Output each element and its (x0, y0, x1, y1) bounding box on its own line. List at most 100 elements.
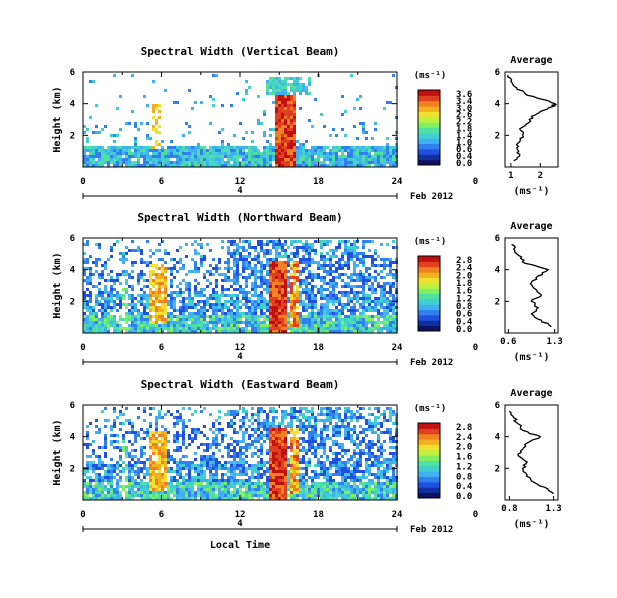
heatmap-cell (254, 327, 257, 330)
heatmap-cell (371, 291, 374, 294)
heatmap-cell (167, 155, 170, 158)
heatmap-cell (254, 303, 257, 306)
heatmap-cell (191, 321, 194, 324)
heatmap-cell (233, 458, 236, 461)
heatmap-cell (119, 152, 122, 155)
heatmap-cell (194, 327, 197, 330)
heatmap-cell (272, 291, 275, 294)
heatmap-cell (89, 294, 92, 297)
x-tick-label: 0 (80, 343, 85, 353)
heatmap-cell (212, 488, 215, 491)
heatmap-cell (176, 473, 179, 476)
heatmap-cell (287, 77, 290, 80)
heatmap-cell (266, 303, 269, 306)
heatmap-cell (227, 491, 230, 494)
heatmap-cell (284, 131, 287, 134)
x-tick-label: 24 (392, 343, 403, 353)
heatmap-cell (302, 306, 305, 309)
heatmap-cell (251, 294, 254, 297)
heatmap-cell (236, 276, 239, 279)
heatmap-cell (101, 164, 104, 167)
heatmap-cell (107, 294, 110, 297)
heatmap-cell (314, 440, 317, 443)
heatmap-cell (233, 464, 236, 467)
heatmap-cell (206, 164, 209, 167)
heatmap-cell (143, 164, 146, 167)
heatmap-cell (206, 458, 209, 461)
heatmap-cell (179, 467, 182, 470)
heatmap-cell (299, 407, 302, 410)
heatmap-cell (260, 267, 263, 270)
heatmap-cell (119, 146, 122, 149)
heatmap-cell (152, 282, 155, 285)
heatmap-cell (155, 416, 158, 419)
heatmap-cell (278, 309, 281, 312)
heatmap-cell (200, 482, 203, 485)
heatmap-cell (164, 449, 167, 452)
heatmap-cell (131, 312, 134, 315)
y-axis-label: Height (km) (51, 252, 63, 318)
heatmap-cell (149, 276, 152, 279)
heatmap-cell (125, 419, 128, 422)
heatmap-cell (380, 303, 383, 306)
colorbar-tick-label: 1.6 (456, 287, 472, 297)
heatmap-cell (308, 443, 311, 446)
heatmap-cell (359, 261, 362, 264)
heatmap-cell (272, 83, 275, 86)
heatmap-cell (260, 164, 263, 167)
heatmap-cell (233, 312, 236, 315)
heatmap-cell (245, 321, 248, 324)
heatmap-cell (143, 461, 146, 464)
avg-y-tick-label: 4 (495, 266, 501, 276)
heatmap-cell (164, 149, 167, 152)
heatmap-cell (173, 440, 176, 443)
heatmap-cell (287, 315, 290, 318)
heatmap-cell (203, 473, 206, 476)
heatmap-cell (125, 431, 128, 434)
heatmap-cell (209, 461, 212, 464)
heatmap-cell (113, 330, 116, 333)
heatmap-cell (185, 425, 188, 428)
heatmap-cell (290, 125, 293, 128)
heatmap-cell (290, 152, 293, 155)
heatmap-cell (260, 461, 263, 464)
heatmap-cell (155, 476, 158, 479)
heatmap-cell (86, 140, 89, 143)
heatmap-cell (278, 267, 281, 270)
heatmap-cell (176, 270, 179, 273)
heatmap-cell (290, 491, 293, 494)
heatmap-cell (323, 476, 326, 479)
heatmap-cell (305, 303, 308, 306)
heatmap-cell (323, 330, 326, 333)
heatmap-cell (227, 155, 230, 158)
heatmap-cell (296, 158, 299, 161)
heatmap-cell (392, 276, 395, 279)
heatmap-cell (338, 416, 341, 419)
heatmap-cell (338, 303, 341, 306)
heatmap-cell (179, 461, 182, 464)
heatmap-cell (272, 410, 275, 413)
heatmap-cell (119, 252, 122, 255)
heatmap-cell (281, 249, 284, 252)
heatmap-cell (257, 158, 260, 161)
heatmap-cell (281, 279, 284, 282)
heatmap-cell (242, 303, 245, 306)
heatmap-cell (95, 294, 98, 297)
heatmap-cell (278, 422, 281, 425)
heatmap-cell (359, 158, 362, 161)
heatmap-cell (251, 306, 254, 309)
heatmap-cell (161, 291, 164, 294)
heatmap-cell (305, 315, 308, 318)
heatmap-cell (383, 309, 386, 312)
heatmap-cell (284, 252, 287, 255)
heatmap-cell (158, 476, 161, 479)
heatmap-cell (107, 464, 110, 467)
heatmap-cell (287, 279, 290, 282)
heatmap-cell (248, 155, 251, 158)
heatmap-cell (320, 240, 323, 243)
heatmap-cell (89, 158, 92, 161)
heatmap-cell (272, 92, 275, 95)
heatmap-cell (287, 425, 290, 428)
heatmap-cell (299, 491, 302, 494)
heatmap-cell (185, 297, 188, 300)
